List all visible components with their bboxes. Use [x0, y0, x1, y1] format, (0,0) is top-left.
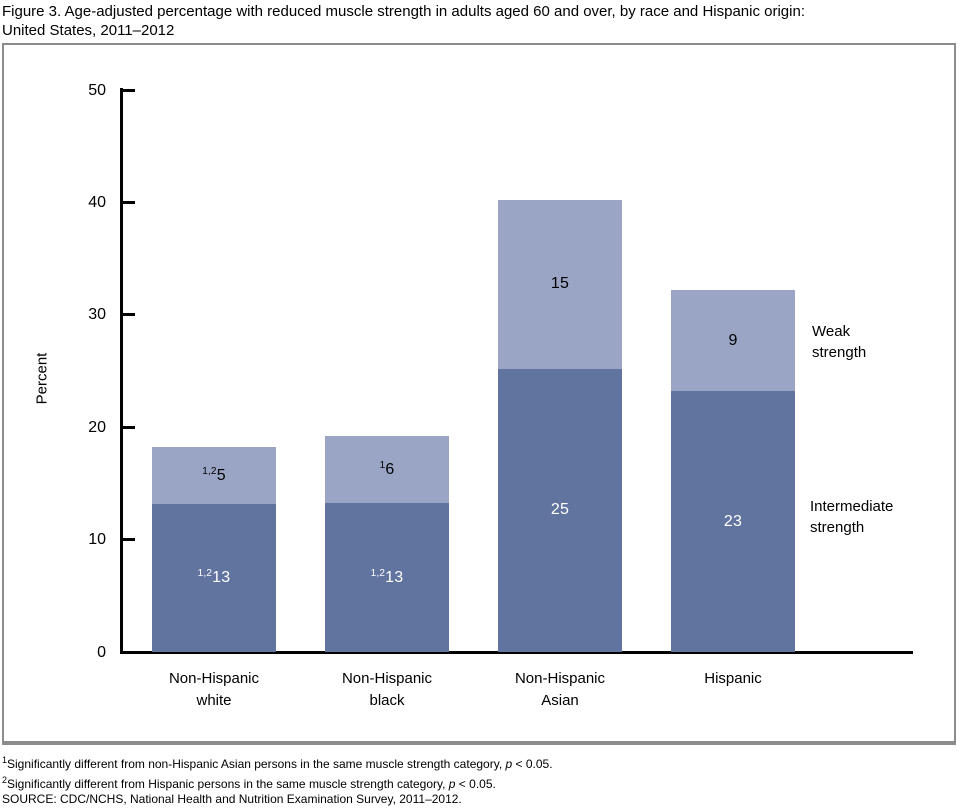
- y-tick: [123, 313, 135, 317]
- y-axis-title: Percent: [30, 308, 54, 448]
- footnote-1-sup: 1: [2, 755, 8, 765]
- bar-value-label: 15: [551, 275, 569, 293]
- bar-segment: 15: [498, 200, 622, 369]
- footnote-1-tail: < 0.05.: [512, 757, 553, 771]
- intermediate-strength-annotation: Intermediate strength: [810, 498, 894, 536]
- bar-value-label: 1,213: [371, 568, 404, 587]
- footnote-1-text: Significantly different from non-Hispani…: [7, 757, 506, 771]
- category-label: Non-Hispanic white: [168, 670, 260, 709]
- bar-value-label: 23: [724, 513, 742, 531]
- bar-value-label: 1,25: [202, 466, 226, 485]
- y-tick-label: 50: [88, 81, 106, 99]
- weak-strength-annotation: Weak strength: [812, 323, 867, 361]
- bar-segment: 1,25: [152, 447, 276, 504]
- bar-value-label: 16: [380, 460, 395, 479]
- bar-value-number: 15: [550, 275, 570, 293]
- x-axis-line: [120, 651, 913, 654]
- y-tick: [123, 200, 135, 204]
- bar-segment: 25: [498, 368, 622, 652]
- bar-value-superscript: 1,2: [370, 567, 386, 579]
- bar-value-number: 6: [385, 460, 395, 478]
- bar-value-superscript: 1,2: [197, 568, 213, 580]
- figure-title-line1: Figure 3. Age-adjusted percentage with r…: [2, 3, 805, 20]
- footnote-2-text: Significantly different from Hispanic pe…: [7, 776, 449, 791]
- y-tick-label: 10: [88, 531, 106, 549]
- footnote-2-tail: < 0.05.: [455, 776, 496, 791]
- bar-value-number: 9: [728, 331, 738, 349]
- bar-value-number: 13: [212, 569, 231, 587]
- footnotes: 1Significantly different from non-Hispan…: [2, 753, 956, 808]
- footnote-2-sup: 2: [2, 774, 8, 785]
- bar-value-label: 9: [728, 332, 737, 350]
- bar-value-number: 13: [385, 568, 404, 586]
- chart-frame: [2, 43, 956, 745]
- bar-value-number: 5: [216, 467, 226, 485]
- y-tick-label: 40: [88, 193, 106, 211]
- y-tick: [123, 425, 135, 429]
- y-tick: [123, 650, 135, 654]
- footnote-2-pvar: p: [448, 776, 456, 791]
- footnote-2: 2Significantly different from Hispanic p…: [2, 773, 956, 793]
- source-note: SOURCE: CDC/NCHS, National Health and Nu…: [2, 792, 462, 807]
- figure-title-line2: United States, 2011–2012: [2, 21, 175, 39]
- bar-segment: 23: [671, 391, 795, 652]
- y-axis-title-text: Percent: [33, 352, 51, 404]
- bar-value-label: 1,213: [198, 568, 231, 587]
- y-tick-label: 0: [97, 643, 106, 661]
- bar-value-superscript: 1: [379, 459, 386, 471]
- y-tick: [123, 538, 135, 542]
- bar-value-number: 23: [723, 512, 743, 530]
- category-label: Non-Hispanic black: [341, 670, 433, 709]
- footnote-1-pvar: p: [505, 757, 513, 771]
- category-label: Non-Hispanic Asian: [514, 670, 606, 709]
- bar-segment: 16: [325, 436, 449, 503]
- bar-segment: 1,213: [325, 502, 449, 652]
- bar-value-superscript: 1,2: [202, 466, 217, 478]
- category-label: Hispanic: [704, 670, 762, 687]
- bar-value-number: 25: [550, 501, 570, 519]
- y-tick-label: 30: [88, 306, 106, 324]
- y-tick: [123, 88, 135, 92]
- y-tick-label: 20: [88, 418, 106, 436]
- footnote-1: 1Significantly different from non-Hispan…: [2, 753, 956, 773]
- bar-segment: 1,213: [152, 503, 276, 652]
- y-axis-line: [120, 88, 123, 654]
- figure-title: Figure 3. Age-adjusted percentage with r…: [2, 3, 956, 40]
- bar-value-label: 25: [551, 501, 569, 519]
- bar-segment: 9: [671, 290, 795, 392]
